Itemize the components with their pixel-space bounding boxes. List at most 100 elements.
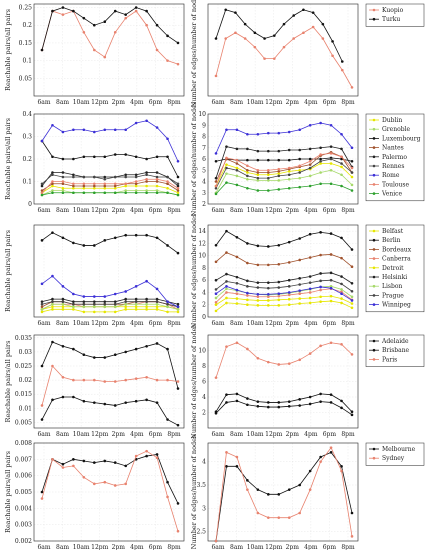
data-point — [277, 243, 281, 247]
y-axis-label: Number of edges/number of nodes — [190, 0, 198, 107]
data-point — [340, 282, 343, 286]
data-point — [214, 192, 218, 196]
data-point — [93, 186, 96, 190]
legend-label: Brisbane — [382, 347, 410, 354]
data-point — [61, 395, 65, 399]
series-line-brisbane — [215, 400, 353, 416]
x-tick-label: 6pm — [323, 544, 337, 550]
x-tick-label: 12pm — [265, 207, 282, 214]
data-point — [214, 296, 218, 300]
legend-marker — [372, 257, 376, 260]
x-tick-label: 8pm — [167, 544, 181, 550]
data-point — [145, 308, 148, 311]
data-point — [329, 232, 333, 235]
data-point — [124, 191, 127, 195]
data-point — [145, 177, 148, 181]
legend-marker — [372, 164, 376, 168]
data-point — [103, 402, 107, 406]
data-point — [350, 535, 354, 538]
data-point — [340, 132, 343, 136]
data-point — [225, 251, 228, 254]
data-point — [214, 376, 218, 379]
data-point — [246, 158, 249, 162]
data-point — [225, 465, 228, 468]
legend-label: Rennes — [382, 163, 404, 170]
data-point — [155, 287, 159, 291]
data-point — [235, 255, 239, 259]
plot-frame — [33, 224, 185, 318]
data-point — [145, 398, 148, 402]
x-tick-label: 8am — [56, 431, 69, 438]
data-point — [246, 171, 249, 174]
x-tick-label: 10am — [247, 431, 264, 438]
legend-label: Luxembourg — [382, 135, 421, 142]
data-point — [51, 184, 54, 188]
chart-panel-2: 6am 8am 10am 12pm 2pm 4pm 6pm 8pm Number of edge… — [190, 0, 359, 107]
x-tick-label: 6pm — [149, 431, 163, 438]
series-line-lisbon — [215, 285, 353, 299]
y-tick-label: 0.1 — [22, 179, 32, 186]
data-point — [166, 305, 169, 309]
data-point — [103, 155, 107, 159]
data-point — [287, 362, 291, 365]
data-point — [298, 258, 301, 262]
data-point — [166, 191, 169, 195]
legend-label: Nantes — [382, 145, 404, 152]
data-point — [124, 305, 127, 309]
series-line-belfast — [215, 300, 353, 312]
data-point — [331, 54, 334, 58]
legend-label: Berlin — [382, 237, 401, 244]
data-point — [243, 22, 247, 26]
series-line-palermo — [215, 146, 353, 179]
data-point — [256, 244, 260, 248]
data-point — [277, 158, 281, 162]
data-point — [176, 175, 180, 179]
data-point — [82, 128, 86, 132]
data-point — [246, 303, 249, 307]
legend-row-3: Belfast Berlin Bordeaux Canberra Detroit Hels… — [365, 224, 425, 313]
data-point — [214, 300, 218, 304]
series-line-sydney — [41, 450, 179, 532]
data-point — [124, 128, 127, 132]
data-point — [61, 297, 65, 301]
data-point — [319, 285, 322, 289]
data-point — [319, 279, 322, 283]
data-point — [124, 153, 127, 156]
legend-marker — [372, 248, 376, 251]
data-point — [350, 248, 354, 251]
data-point — [40, 239, 44, 242]
data-point — [82, 191, 86, 195]
y-axis-label: Reachable pairs/all pairs — [4, 9, 12, 91]
data-point — [350, 175, 354, 179]
data-point — [277, 167, 281, 171]
data-point — [246, 291, 249, 295]
data-point — [235, 128, 239, 132]
data-point — [40, 184, 44, 188]
data-point — [308, 395, 312, 399]
data-point — [40, 139, 44, 143]
data-point — [124, 173, 127, 177]
data-point — [277, 179, 281, 182]
data-point — [350, 511, 354, 515]
series-line-venice — [41, 192, 179, 196]
data-point — [350, 302, 354, 305]
data-point — [155, 378, 159, 382]
data-point — [225, 172, 228, 175]
data-point — [93, 310, 96, 314]
data-point — [103, 310, 107, 314]
x-tick-label: 10am — [73, 544, 90, 550]
data-point — [329, 285, 333, 288]
data-point — [93, 244, 96, 247]
series-line-bordeaux — [215, 252, 353, 268]
data-point — [61, 375, 65, 379]
data-point — [225, 285, 228, 288]
legend-marker — [372, 173, 376, 177]
data-point — [235, 147, 239, 151]
data-point — [61, 462, 65, 466]
data-point — [235, 392, 239, 396]
data-point — [166, 480, 169, 484]
data-point — [308, 232, 312, 236]
x-tick-label: 4pm — [130, 99, 144, 106]
data-point — [155, 155, 159, 159]
